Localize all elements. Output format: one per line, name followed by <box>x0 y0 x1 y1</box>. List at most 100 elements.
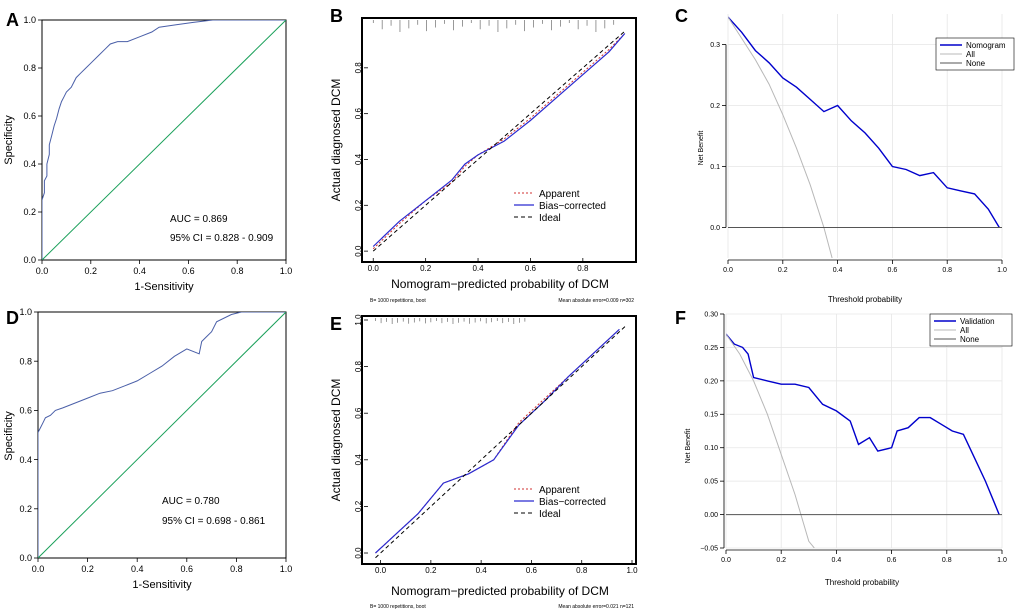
panel-b: 0.0 0.2 0.4 0.6 0.8 0.0 0.2 0.4 0.6 0.8 Nomogram−… <box>329 17 637 304</box>
panel-c-ytick-label-0: 0.0 <box>710 225 720 232</box>
panel-a-xtick-label-3: 0.6 <box>182 266 195 276</box>
panel-c-xtick-label-4: 0.8 <box>942 267 952 274</box>
panel-d: 0.0 0.2 0.4 0.6 0.8 1.0 0.0 0.2 0.4 0.6 0.8 1.0 1-S… <box>3 307 292 591</box>
panel-e-series-bias-corrected <box>375 328 620 554</box>
panel-e-ytick-label-4: 0.8 <box>354 360 363 372</box>
panel-e-ytick-label-3: 0.6 <box>354 407 363 419</box>
panel-d-ytick-label-1: 0.2 <box>19 504 32 514</box>
panel-a-ytick-label-1: 0.2 <box>23 207 36 217</box>
panel-d-ytick-label-5: 1.0 <box>19 307 32 317</box>
panel-d-series-reference <box>38 312 286 558</box>
panel-c-legend-none: None <box>966 59 986 68</box>
panel-f: 0.0 0.2 0.4 0.6 0.8 1.0 −0.05 0.00 0.05 0.10 0.15 0… <box>685 311 1013 587</box>
panel-b-xtick-label-2: 0.4 <box>472 264 484 273</box>
panel-b-series-bias-corrected <box>372 33 626 247</box>
panel-f-ytick-label-6: 0.25 <box>704 345 718 352</box>
panel-c-xtick-label-5: 1.0 <box>997 267 1007 274</box>
panel-e-ytick-label-2: 0.4 <box>354 454 363 466</box>
panel-a-xtick-label-5: 1.0 <box>280 266 293 276</box>
panel-c-xlabel: Threshold probability <box>828 295 902 304</box>
panel-e-xtick-label-1: 0.2 <box>425 566 437 575</box>
panel-f-xtick-label-2: 0.4 <box>832 557 842 564</box>
panel-a-xlabel: 1-Sensitivity <box>134 281 194 293</box>
panel-a-frame <box>41 19 287 261</box>
panel-f-ytick-label-7: 0.30 <box>704 311 718 318</box>
panel-c-legend-nomogram: Nomogram <box>966 41 1006 50</box>
panel-f-xtick-label-4: 0.8 <box>942 557 952 564</box>
panel-b-legend-ideal: Ideal <box>539 213 561 224</box>
panel-b-ytick-label-0: 0.0 <box>354 245 363 257</box>
panel-a-series-roc <box>42 20 286 260</box>
panel-d-xtick-label-3: 0.6 <box>181 564 194 574</box>
panel-a-auc: AUC = 0.869 <box>170 214 228 225</box>
panel-a-ytick-label-4: 0.8 <box>23 63 36 73</box>
panel-c-series-all <box>728 16 833 258</box>
panel-f-ylabel: Net Benefit <box>685 429 692 464</box>
panel-d-ytick-label-4: 0.8 <box>19 356 32 366</box>
panel-d-ci: 95% CI = 0.698 - 0.861 <box>162 516 266 527</box>
panel-f-legend-all: All <box>960 326 969 335</box>
panel-f-series-validation <box>726 333 1000 515</box>
panel-letter-a: A <box>6 10 19 30</box>
panel-e-xtick-label-4: 0.8 <box>576 566 588 575</box>
panel-c: 0.0 0.2 0.4 0.6 0.8 1.0 0.0 0.1 0.2 0.3 Threshold… <box>698 14 1015 304</box>
panel-e-xlabel: Nomogram−predicted probability of DCM <box>391 584 609 598</box>
panel-b-ylabel: Actual diagnosed DCM <box>329 79 343 202</box>
panel-e-footnote-left: B= 1000 repetitions, boot <box>370 604 426 610</box>
panel-d-xlabel: 1-Sensitivity <box>132 579 192 591</box>
panel-f-xtick-label-3: 0.6 <box>887 557 897 564</box>
panel-b-xtick-label-1: 0.2 <box>420 264 432 273</box>
panel-c-ytick-label-2: 0.2 <box>710 103 720 110</box>
panel-f-legend-none: None <box>960 335 980 344</box>
panel-f-ytick-label-0: −0.05 <box>700 545 718 552</box>
panel-e-xtick-label-5: 1.0 <box>626 566 638 575</box>
panel-e-footnote-right: Mean absolute error=0.021 n=121 <box>558 604 634 610</box>
panel-b-legend: Apparent Bias−corrected Ideal <box>514 189 606 224</box>
panel-a-series-reference <box>42 20 286 260</box>
panel-d-ytick-label-2: 0.4 <box>19 455 32 465</box>
panel-f-ytick-label-3: 0.10 <box>704 445 718 452</box>
panel-c-xtick-label-3: 0.6 <box>888 267 898 274</box>
panel-e-xtick-label-2: 0.4 <box>476 566 488 575</box>
panel-e-frame <box>361 315 637 565</box>
panel-b-xtick-label-0: 0.0 <box>368 264 380 273</box>
panel-f-xlabel: Threshold probability <box>825 578 899 587</box>
panel-f-ytick-label-4: 0.15 <box>704 412 718 419</box>
panel-c-legend: Nomogram All None <box>935 37 1015 71</box>
panel-b-footnote-right: Mean absolute error=0.009 n=302 <box>558 298 634 304</box>
panel-e-series-ideal <box>375 324 628 559</box>
panel-b-series-apparent <box>372 33 626 250</box>
panel-d-xtick-label-1: 0.2 <box>81 564 94 574</box>
panel-f-xtick-label-5: 1.0 <box>997 557 1007 564</box>
panel-f-series-all <box>726 333 815 548</box>
panel-b-xlabel: Nomogram−predicted probability of DCM <box>391 277 609 291</box>
panel-a-ytick-label-2: 0.4 <box>23 159 36 169</box>
panel-e-legend-ideal: Ideal <box>539 509 561 520</box>
panel-b-ytick-label-3: 0.6 <box>354 108 363 120</box>
panel-c-ytick-label-1: 0.1 <box>710 164 720 171</box>
panel-b-frame <box>361 17 637 263</box>
panel-d-ytick-label-3: 0.6 <box>19 406 32 416</box>
panel-f-legend-validation: Validation <box>960 317 995 326</box>
panel-d-xtick-label-4: 0.8 <box>230 564 243 574</box>
panel-b-legend-bias: Bias−corrected <box>539 201 606 212</box>
panel-d-series-roc <box>38 312 286 558</box>
panel-c-legend-all: All <box>966 50 975 59</box>
panel-letter-f: F <box>675 308 686 328</box>
panel-b-legend-apparent: Apparent <box>539 189 580 200</box>
panel-e-legend-bias: Bias−corrected <box>539 497 606 508</box>
panel-c-xtick-label-0: 0.0 <box>723 267 733 274</box>
panel-b-ytick-label-2: 0.4 <box>354 153 363 165</box>
panel-a-ylabel: Specificity <box>3 115 15 165</box>
panel-b-xtick-label-4: 0.8 <box>577 264 589 273</box>
panel-e-legend: Apparent Bias−corrected Ideal <box>514 485 606 520</box>
panel-e-xtick-label-0: 0.0 <box>375 566 387 575</box>
panel-f-ytick-label-1: 0.00 <box>704 512 718 519</box>
panel-e-ylabel: Actual diagnosed DCM <box>329 379 343 502</box>
panel-b-ytick-label-1: 0.2 <box>354 199 363 211</box>
panel-f-ytick-label-2: 0.05 <box>704 479 718 486</box>
panel-e-ytick-label-5: 1.0 <box>354 314 363 326</box>
panel-b-footnote-left: B= 1000 repetitions, boot <box>370 298 426 304</box>
panel-f-legend: Validation All None <box>929 313 1013 347</box>
